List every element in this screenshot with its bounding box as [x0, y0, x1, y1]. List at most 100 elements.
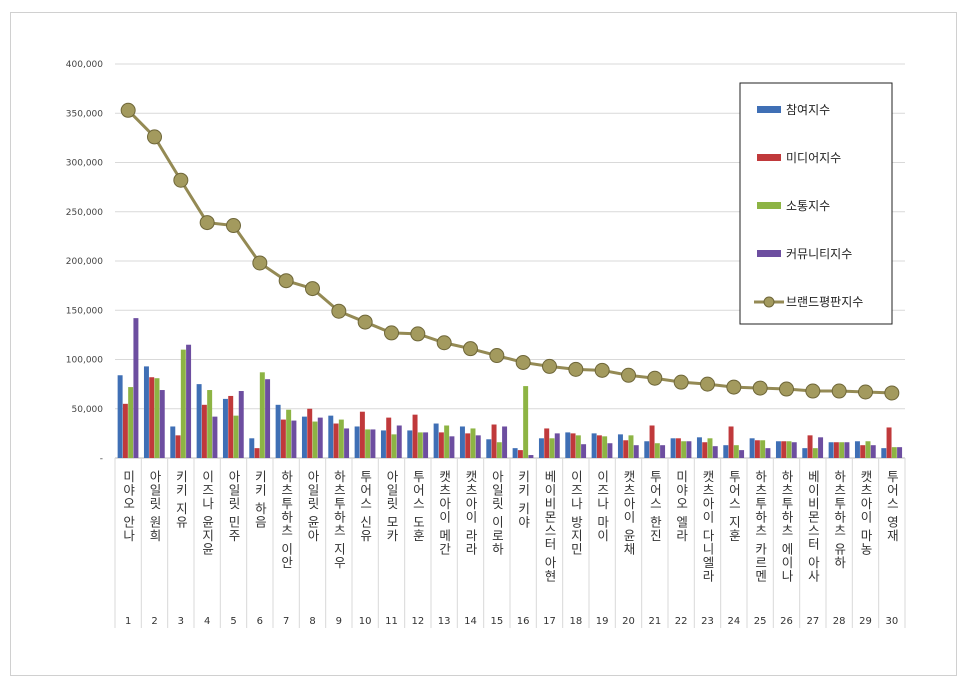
bar-2-9	[333, 423, 339, 458]
rank-label: 14	[464, 616, 477, 627]
bar-2-12	[412, 414, 418, 458]
legend-label: 미디어지수	[786, 151, 841, 165]
bar-4-2	[159, 390, 165, 458]
brand-point-6	[252, 255, 268, 271]
y-tick-label: 150,000	[66, 306, 103, 316]
bar-1-6	[249, 438, 255, 458]
category-label: 아일릿 모카	[384, 470, 399, 542]
bar-1-24	[723, 445, 729, 458]
bar-2-28	[833, 442, 839, 458]
bar-2-24	[728, 426, 734, 458]
bar-4-27	[818, 437, 824, 458]
bar-4-24	[739, 450, 745, 458]
bar-2-7	[280, 419, 286, 458]
brand-point-17	[542, 358, 557, 374]
bar-4-29	[870, 445, 876, 458]
bar-3-28	[839, 442, 845, 458]
rank-label: 7	[283, 616, 289, 627]
bar-4-23	[712, 446, 718, 458]
bar-4-9	[344, 428, 350, 458]
rank-label: 24	[727, 616, 740, 627]
bar-3-24	[733, 445, 739, 458]
brand-point-19	[594, 362, 610, 378]
bar-1-21	[644, 441, 650, 458]
bar-4-5	[238, 391, 244, 458]
brand-point-10	[357, 314, 373, 330]
bar-3-20	[628, 435, 634, 458]
bar-4-15	[502, 426, 508, 458]
bar-4-20	[633, 445, 639, 458]
bar-4-12	[423, 432, 429, 458]
category-label: 키키 키야	[516, 470, 531, 529]
brand-point-29	[858, 384, 873, 400]
category-label: 하츠투하츠 에이나	[779, 470, 794, 583]
bar-2-25	[754, 440, 760, 458]
rank-label: 13	[438, 616, 451, 627]
bar-4-10	[370, 429, 376, 458]
category-label: 캣츠아이 라라	[463, 470, 478, 556]
brand-point-3	[173, 172, 189, 188]
bar-1-30	[881, 448, 887, 458]
bar-3-14	[470, 428, 476, 458]
bar-4-11	[396, 425, 402, 458]
bar-4-22	[686, 441, 692, 458]
rank-label: 11	[385, 616, 398, 627]
brand-point-20	[621, 367, 636, 383]
bar-2-17	[544, 428, 550, 458]
legend-swatch	[757, 250, 781, 257]
category-label: 이즈나 방지민	[568, 470, 583, 556]
bar-1-23	[696, 437, 702, 458]
bar-2-14	[465, 433, 471, 458]
y-tick-label: 350,000	[66, 109, 103, 119]
category-label: 미야오 안나	[121, 470, 136, 542]
bar-2-21	[649, 425, 655, 458]
category-label: 캣츠아이 다니엘라	[700, 470, 715, 583]
bar-1-18	[565, 432, 571, 458]
brand-point-2	[147, 129, 162, 145]
bar-1-17	[538, 438, 544, 458]
bar-1-8	[301, 416, 307, 458]
y-tick-label: 200,000	[66, 257, 103, 267]
bar-3-5	[233, 415, 239, 458]
bars	[117, 318, 903, 458]
bar-1-20	[617, 434, 623, 458]
bar-1-26	[775, 441, 781, 458]
rank-label: 8	[309, 616, 315, 627]
rank-label: 23	[701, 616, 714, 627]
bar-3-4	[207, 390, 213, 458]
bar-3-9	[338, 419, 344, 458]
bar-2-29	[860, 445, 866, 458]
bar-4-14	[475, 435, 481, 458]
bar-2-8	[307, 408, 313, 458]
brand-point-21	[647, 370, 663, 386]
category-label: 투어스 신유	[358, 470, 373, 542]
rank-label: 25	[754, 616, 767, 627]
y-tick-label: 250,000	[66, 208, 103, 218]
category-label: 아일릿 원희	[147, 470, 162, 542]
brand-point-1	[120, 102, 136, 118]
bar-2-2	[149, 377, 155, 458]
category-label: 하츠투하츠 지우	[331, 470, 346, 569]
category-label: 하츠투하츠 유하	[832, 470, 847, 569]
bar-1-4	[196, 384, 202, 458]
bar-2-20	[623, 440, 629, 458]
bar-3-25	[760, 440, 766, 458]
bar-4-16	[528, 455, 534, 458]
bar-2-10	[359, 411, 365, 458]
bar-3-21	[654, 443, 660, 458]
brand-point-11	[384, 325, 399, 341]
category-label: 키키 하음	[252, 470, 267, 529]
y-axis: - 50,000 100,000 150,000 200,000 250,000 300,0…	[66, 60, 103, 464]
bar-2-23	[702, 442, 708, 458]
bar-2-11	[386, 417, 392, 458]
bar-1-10	[354, 426, 360, 458]
bar-1-15	[486, 439, 492, 458]
bar-3-22	[681, 441, 687, 458]
rank-label: 12	[411, 616, 424, 627]
bar-2-19	[596, 435, 602, 458]
rank-label: 4	[204, 616, 210, 627]
category-label: 투어스 지훈	[726, 470, 741, 542]
brand-point-22	[673, 374, 689, 390]
bar-2-1	[122, 403, 128, 458]
